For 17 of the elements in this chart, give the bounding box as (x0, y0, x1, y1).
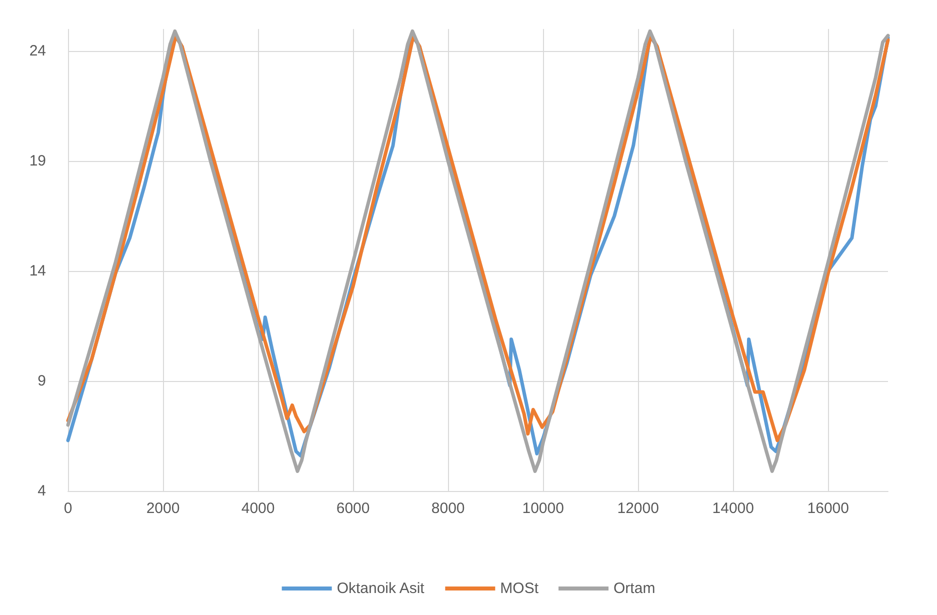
y-tick-label: 24 (29, 42, 46, 60)
y-tick-label: 9 (38, 372, 46, 390)
legend-label: Ortam (614, 580, 656, 597)
legend-label: Oktanoik Asit (336, 580, 426, 597)
x-tick-label: 8000 (431, 500, 465, 517)
x-tick-label: 10000 (522, 500, 564, 517)
x-tick-label: 2000 (146, 500, 180, 517)
y-tick-label: 19 (29, 152, 46, 170)
x-tick-label: 12000 (617, 500, 659, 517)
x-tick-label: 0 (64, 500, 72, 517)
y-tick-label: 4 (38, 482, 46, 500)
x-tick-label: 6000 (336, 500, 370, 517)
x-tick-label: 4000 (241, 500, 275, 517)
x-tick-label: 16000 (807, 500, 849, 517)
y-tick-label: 14 (29, 262, 46, 280)
x-tick-label: 14000 (712, 500, 754, 517)
legend-label: MOSt (500, 580, 540, 597)
